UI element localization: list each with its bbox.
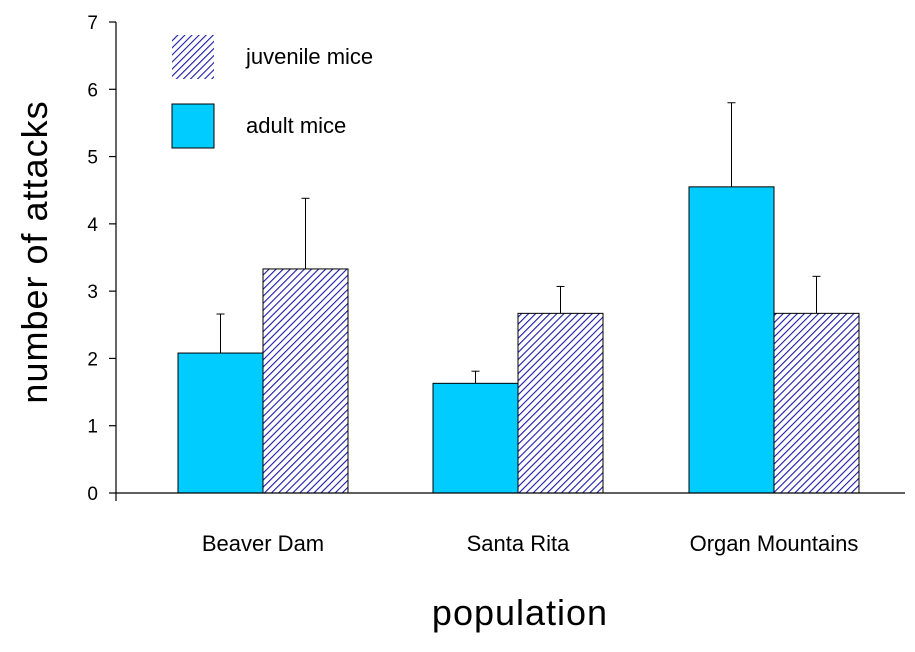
y-tick-label: 4	[87, 215, 98, 236]
x-tick-label: Organ Mountains	[690, 531, 859, 556]
y-tick-label: 2	[87, 349, 98, 370]
legend-swatch-adult-mice	[171, 103, 215, 149]
bar-juvenile-mice	[773, 312, 860, 494]
x-axis-title: population	[432, 592, 608, 633]
bars-layer	[177, 102, 860, 494]
y-tick-label: 0	[87, 484, 98, 505]
y-tick-label: 1	[87, 417, 98, 438]
legend-swatch-juvenile-mice	[172, 35, 214, 79]
bar-juvenile-mice	[262, 268, 349, 494]
x-tick-label: Santa Rita	[467, 531, 570, 556]
y-tick-label: 7	[87, 13, 98, 34]
axes-layer: 0 1 2 3 4 5 6 7 Beaver Dam Santa Rita Organ Mounta…	[87, 13, 905, 556]
y-tick-label: 5	[87, 148, 98, 169]
legend-label: juvenile mice	[245, 44, 373, 69]
bar-adult-mice	[688, 186, 775, 494]
x-tick-label: Beaver Dam	[202, 531, 324, 556]
bar-juvenile-mice	[517, 312, 604, 494]
bar-adult-mice	[432, 382, 519, 494]
y-tick-label: 3	[87, 282, 98, 303]
bar-adult-mice	[177, 352, 264, 494]
y-axis-title: number of attacks	[14, 100, 55, 403]
y-tick-label: 6	[87, 80, 98, 101]
legend: juvenile mice adult mice	[171, 35, 373, 149]
legend-label: adult mice	[246, 113, 346, 138]
